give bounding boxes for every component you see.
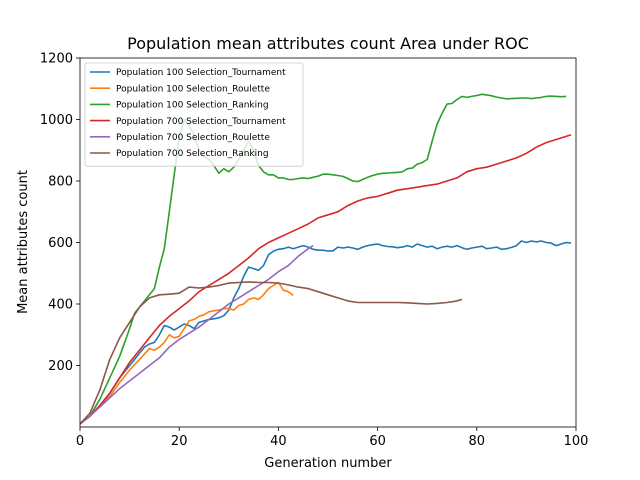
x-tick-label: 100	[564, 434, 589, 449]
legend-entry: Population 100 Selection_Ranking	[116, 101, 269, 111]
legend-entry: Population 700 Selection_Tournament	[116, 117, 286, 127]
legend-entry: Population 100 Selection_Roulette	[116, 84, 270, 94]
y-tick-label: 1200	[40, 52, 73, 67]
y-tick-label: 600	[48, 236, 73, 251]
legend: Population 100 Selection_Tournament Popul…	[84, 62, 304, 167]
y-axis-label: Mean attributes count	[16, 170, 31, 314]
legend-entry: Population 700 Selection_Ranking	[116, 149, 269, 159]
x-tick-label: 20	[171, 434, 188, 449]
legend-entry: Population 700 Selection_Roulette	[116, 133, 270, 143]
series-line-2	[80, 281, 294, 425]
x-axis: 0 20 40 60 80 100	[76, 427, 589, 449]
y-tick-label: 200	[48, 359, 73, 374]
legend-entry: Population 100 Selection_Tournament	[116, 68, 286, 78]
series-line-4	[80, 134, 572, 425]
chart-title: Population mean attributes count Area un…	[127, 34, 529, 53]
x-tick-label: 80	[469, 434, 486, 449]
x-tick-label: 40	[270, 434, 287, 449]
y-tick-label: 800	[48, 175, 73, 190]
x-axis-label: Generation number	[264, 456, 392, 471]
y-tick-label: 1000	[40, 113, 73, 128]
x-tick-label: 60	[369, 434, 386, 449]
y-tick-label: 400	[48, 298, 73, 313]
legend-box	[84, 62, 304, 167]
series-line-5	[80, 244, 314, 425]
y-axis: 200 400 600 800 1000 1200	[40, 52, 80, 374]
series-line-6	[80, 281, 463, 425]
x-tick-label: 0	[76, 434, 84, 449]
